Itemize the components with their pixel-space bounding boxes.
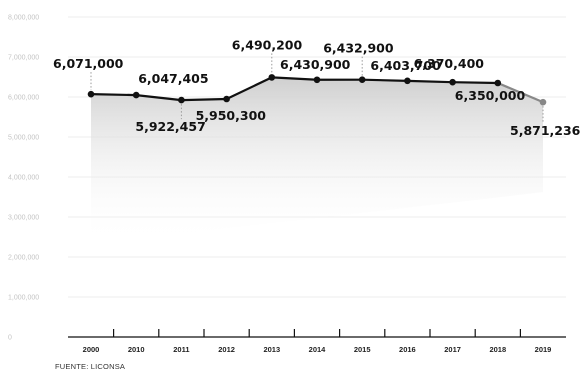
data-point	[178, 97, 185, 104]
data-point	[88, 91, 95, 98]
data-point	[540, 99, 547, 106]
x-axis: 2000 2010 2011 2012 2013 2014 2015 2016 2017 2018…	[68, 329, 566, 354]
y-tick-label: 6,000,000	[8, 95, 39, 102]
line-segment	[362, 80, 407, 81]
x-tick-label: 2016	[399, 345, 416, 354]
data-label: 6,047,405	[138, 71, 208, 86]
x-tick-label: 2011	[173, 345, 189, 354]
y-tick-label: 5,000,000	[8, 135, 39, 142]
line-segment	[91, 94, 136, 95]
data-point	[314, 76, 321, 83]
data-label: 5,871,236	[510, 123, 581, 138]
y-tick-label: 4,000,000	[8, 175, 39, 182]
line-segment	[181, 99, 226, 100]
x-tick-label: 2019	[535, 345, 552, 354]
source-note: FUENTE: LICONSA	[55, 362, 125, 371]
y-tick-label: 0	[8, 335, 12, 342]
y-tick-label: 7,000,000	[8, 55, 39, 62]
data-point	[449, 79, 456, 86]
data-point	[495, 80, 502, 87]
data-point	[223, 96, 230, 103]
data-label: 6,432,900	[323, 41, 394, 56]
data-point	[404, 78, 411, 85]
x-tick-label: 2012	[218, 345, 235, 354]
data-label: 5,950,300	[196, 108, 267, 123]
x-tick-label: 2014	[309, 345, 327, 354]
x-tick-label: 2013	[263, 345, 280, 354]
y-tick-label: 3,000,000	[8, 215, 39, 222]
data-label: 6,490,200	[232, 37, 303, 52]
y-tick-label: 2,000,000	[8, 255, 39, 262]
x-tick-label: 2017	[444, 345, 461, 354]
x-tick-label: 2015	[354, 345, 371, 354]
data-label: 6,370,400	[414, 56, 485, 71]
data-point	[269, 74, 276, 81]
data-label: 6,350,000	[455, 88, 526, 103]
x-tick-label: 2010	[128, 345, 145, 354]
y-tick-label: 1,000,000	[8, 295, 39, 302]
data-label: 6,071,000	[53, 56, 124, 71]
data-point	[359, 76, 366, 83]
data-label: 6,430,900	[280, 57, 351, 72]
data-point	[133, 92, 140, 99]
y-tick-label: 8,000,000	[8, 15, 39, 22]
line-segment	[453, 82, 498, 83]
line-segment	[407, 81, 452, 82]
x-tick-label: 2018	[489, 345, 506, 354]
x-tick-label: 2000	[83, 345, 100, 354]
